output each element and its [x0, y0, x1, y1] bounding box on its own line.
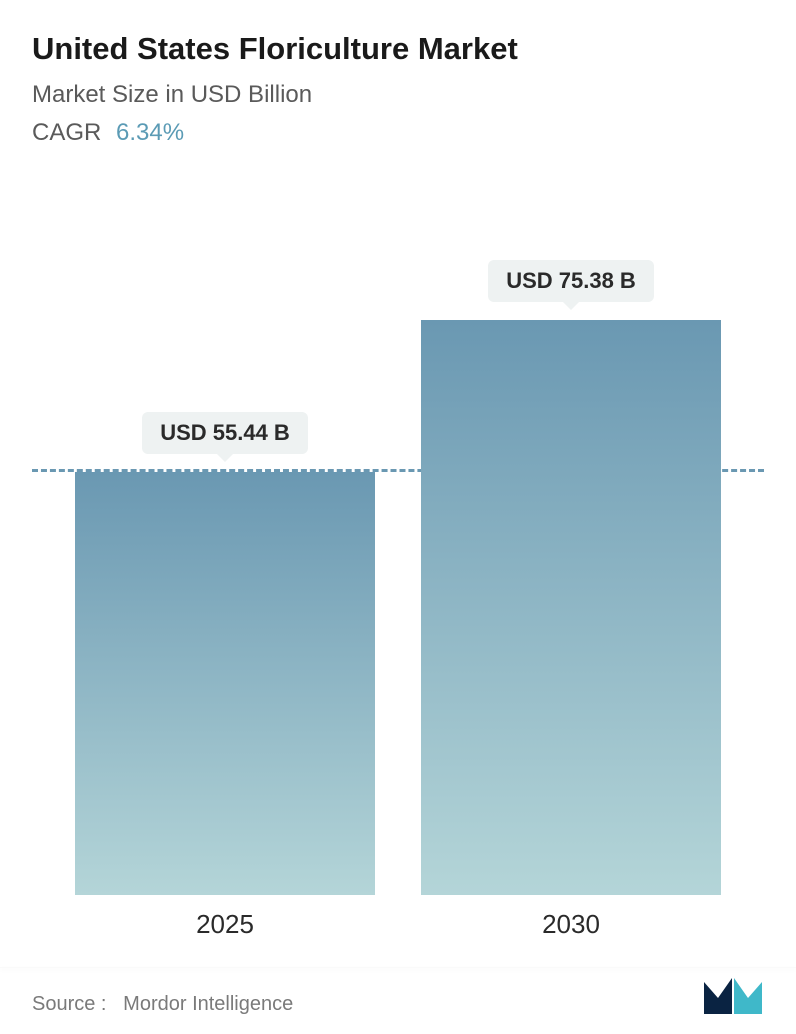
cagr-row: CAGR 6.34% — [32, 119, 764, 147]
source-label: Source : — [32, 993, 106, 1015]
chart-title: United States Floriculture Market — [32, 30, 764, 69]
chart-card: United States Floriculture Market Market… — [0, 0, 796, 1034]
x-label-0: 2025 — [75, 909, 375, 940]
footer: Source : Mordor Intelligence — [32, 974, 764, 1016]
source-text: Source : Mordor Intelligence — [32, 993, 293, 1016]
x-axis-labels: 2025 2030 — [32, 895, 764, 940]
bar-group-0: USD 55.44 B — [75, 412, 375, 895]
bar-1 — [421, 320, 721, 895]
footer-divider — [0, 967, 796, 968]
cagr-label: CAGR — [32, 119, 101, 146]
bar-group-1: USD 75.38 B — [421, 260, 721, 895]
value-label-1: USD 75.38 B — [488, 260, 654, 302]
bar-0 — [75, 472, 375, 895]
x-label-1: 2030 — [421, 909, 721, 940]
chart-area: USD 55.44 B USD 75.38 B — [32, 215, 764, 895]
brand-logo-icon — [702, 974, 764, 1016]
value-label-0: USD 55.44 B — [142, 412, 308, 454]
chart-subtitle: Market Size in USD Billion — [32, 81, 764, 109]
cagr-value: 6.34% — [116, 119, 184, 146]
source-value: Mordor Intelligence — [123, 993, 293, 1015]
bars-row: USD 55.44 B USD 75.38 B — [32, 215, 764, 895]
